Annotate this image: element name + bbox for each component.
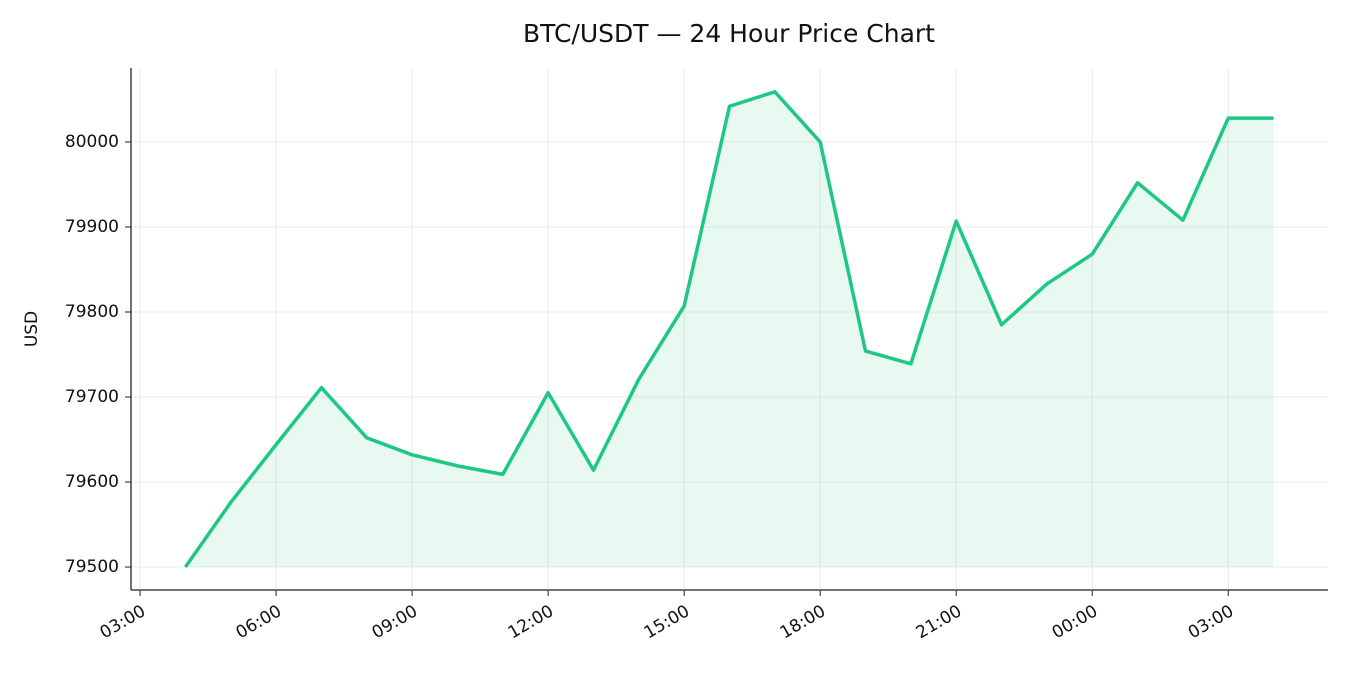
x-tick-label: 09:00 (369, 601, 421, 643)
chart-title: BTC/USDT — 24 Hour Price Chart (523, 19, 935, 48)
y-axis-label: USD (22, 311, 42, 347)
x-tick-label: 18:00 (777, 601, 829, 643)
x-tick-label: 12:00 (505, 601, 557, 643)
line (183, 90, 1274, 569)
y-tick-label: 79700 (65, 387, 119, 407)
y-tick-label: 79800 (65, 302, 119, 322)
y-tick-label: 79500 (65, 557, 119, 577)
x-tick-label: 03:00 (97, 601, 149, 643)
x-tick-label: 06:00 (233, 601, 285, 643)
y-tick-label: 79600 (65, 472, 119, 492)
x-tick-label: 15:00 (641, 601, 693, 643)
x-tick-label: 03:00 (1185, 601, 1237, 643)
area (185, 91, 1274, 568)
x-tick-label: 21:00 (913, 601, 965, 643)
x-tick-label: 00:00 (1049, 601, 1101, 643)
y-tick-label: 80000 (65, 132, 119, 152)
y-tick-label: 79900 (65, 217, 119, 237)
